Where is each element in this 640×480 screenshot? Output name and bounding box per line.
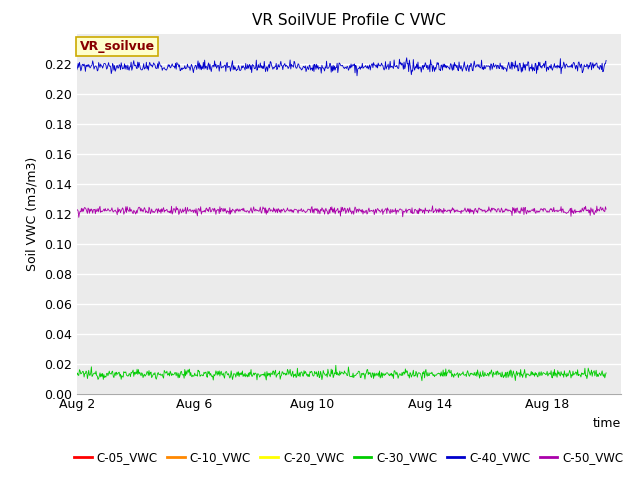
Text: VR_soilvue: VR_soilvue: [79, 40, 155, 53]
Title: VR SoilVUE Profile C VWC: VR SoilVUE Profile C VWC: [252, 13, 445, 28]
Y-axis label: Soil VWC (m3/m3): Soil VWC (m3/m3): [26, 156, 38, 271]
X-axis label: time: time: [593, 417, 621, 430]
Legend: C-05_VWC, C-10_VWC, C-20_VWC, C-30_VWC, C-40_VWC, C-50_VWC: C-05_VWC, C-10_VWC, C-20_VWC, C-30_VWC, …: [70, 446, 628, 469]
